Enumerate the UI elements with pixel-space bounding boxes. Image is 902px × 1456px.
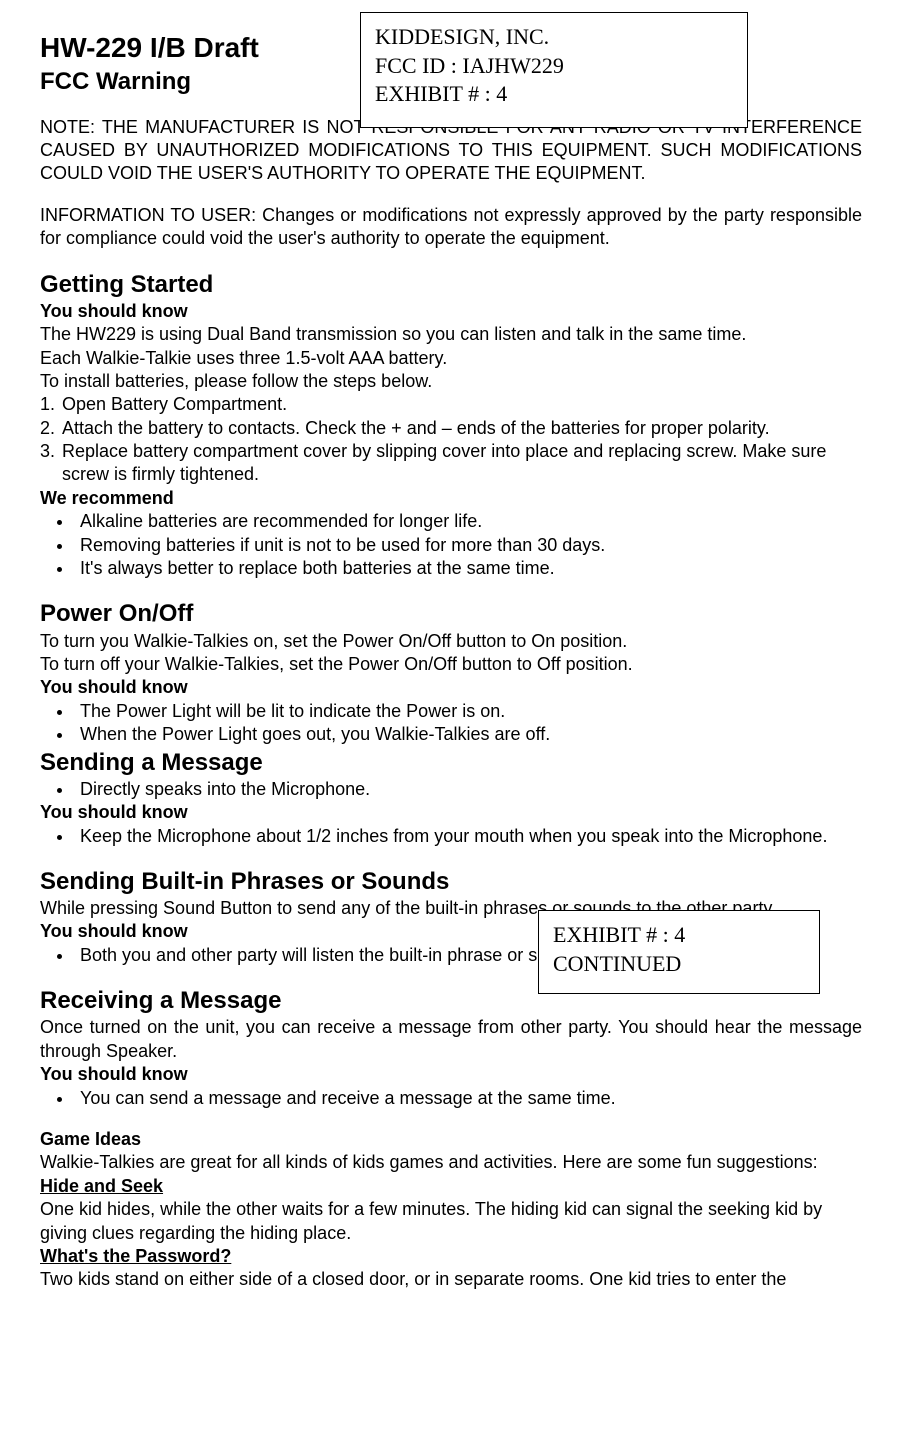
you-should-know-label: You should know <box>40 676 862 699</box>
continued-info-box: EXHIBIT # : 4 CONTINUED <box>538 910 820 994</box>
receiving-list: You can send a message and receive a mes… <box>40 1087 862 1110</box>
step-text: Attach the battery to contacts. Check th… <box>62 417 862 440</box>
box-line: EXHIBIT # : 4 <box>375 80 733 109</box>
list-item: When the Power Light goes out, you Walki… <box>74 723 862 746</box>
builtin-heading: Sending Built-in Phrases or Sounds <box>40 866 862 897</box>
step-text: Open Battery Compartment. <box>62 393 862 416</box>
game-title: What's the Password? <box>40 1245 862 1268</box>
body-line: Once turned on the unit, you can receive… <box>40 1016 862 1063</box>
sending-heading: Sending a Message <box>40 747 862 778</box>
power-heading: Power On/Off <box>40 598 862 629</box>
info-paragraph: INFORMATION TO USER: Changes or modifica… <box>40 204 862 251</box>
box-line: CONTINUED <box>553 950 805 979</box>
body-line: Two kids stand on either side of a close… <box>40 1268 862 1291</box>
body-line: Each Walkie-Talkie uses three 1.5-volt A… <box>40 347 862 370</box>
you-should-know-label: You should know <box>40 801 862 824</box>
getting-started-heading: Getting Started <box>40 269 862 300</box>
body-line: Walkie-Talkies are great for all kinds o… <box>40 1151 862 1174</box>
you-should-know-label: You should know <box>40 1063 862 1086</box>
box-line: EXHIBIT # : 4 <box>553 921 805 950</box>
list-item: You can send a message and receive a mes… <box>74 1087 862 1110</box>
you-should-know-label: You should know <box>40 300 862 323</box>
body-line: One kid hides, while the other waits for… <box>40 1198 862 1245</box>
recommend-list: Alkaline batteries are recommended for l… <box>40 510 862 580</box>
we-recommend-label: We recommend <box>40 487 862 510</box>
list-item: Keep the Microphone about 1/2 inches fro… <box>74 825 862 848</box>
body-line: The HW229 is using Dual Band transmissio… <box>40 323 862 346</box>
list-item: Directly speaks into the Microphone. <box>74 778 862 801</box>
step-text: Replace battery compartment cover by sli… <box>62 440 862 487</box>
body-line: To install batteries, please follow the … <box>40 370 862 393</box>
list-item: The Power Light will be lit to indicate … <box>74 700 862 723</box>
body-line: To turn you Walkie-Talkies on, set the P… <box>40 630 862 653</box>
list-item: It's always better to replace both batte… <box>74 557 862 580</box>
game-ideas-heading: Game Ideas <box>40 1128 862 1151</box>
list-item: Removing batteries if unit is not to be … <box>74 534 862 557</box>
sending-ysk-list: Keep the Microphone about 1/2 inches fro… <box>40 825 862 848</box>
game-title: Hide and Seek <box>40 1175 862 1198</box>
body-line: To turn off your Walkie-Talkies, set the… <box>40 653 862 676</box>
header-info-box: KIDDESIGN, INC. FCC ID : IAJHW229 EXHIBI… <box>360 12 748 128</box>
list-item: Alkaline batteries are recommended for l… <box>74 510 862 533</box>
box-line: FCC ID : IAJHW229 <box>375 52 733 81</box>
install-steps: 1.Open Battery Compartment. 2.Attach the… <box>40 393 862 487</box>
power-list: The Power Light will be lit to indicate … <box>40 700 862 747</box>
box-line: KIDDESIGN, INC. <box>375 23 733 52</box>
sending-list: Directly speaks into the Microphone. <box>40 778 862 801</box>
